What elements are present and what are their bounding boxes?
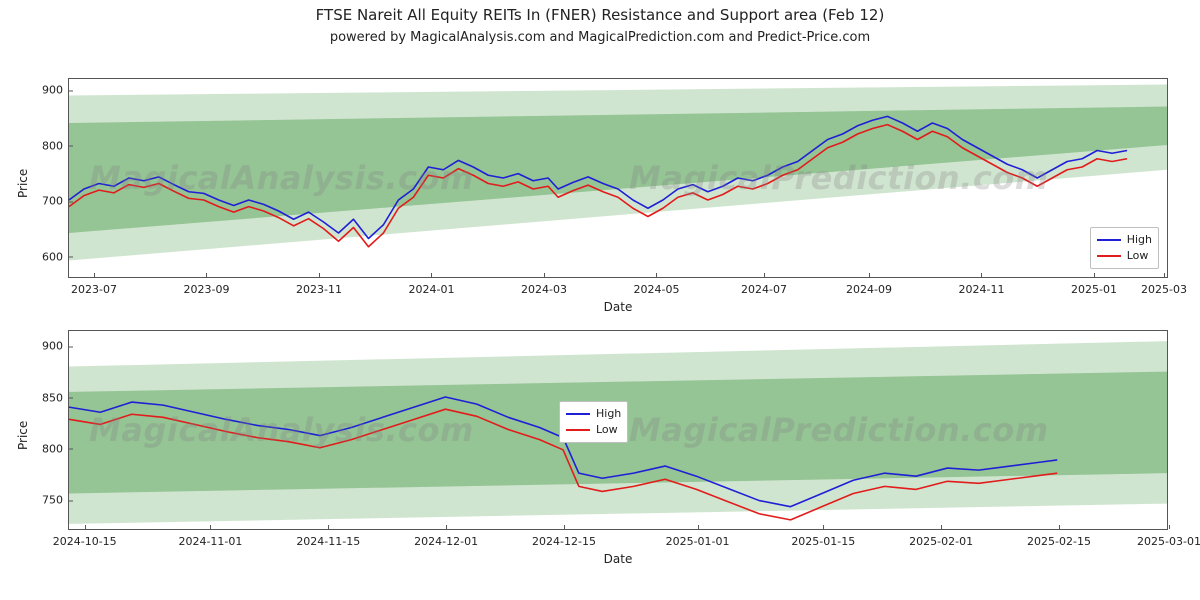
legend-item-low: Low bbox=[566, 422, 621, 438]
ytick-label: 800 bbox=[42, 139, 69, 152]
xtick-label: 2024-11-01 bbox=[178, 529, 242, 548]
legend-swatch-low bbox=[1097, 255, 1121, 257]
y-axis-label: Price bbox=[16, 436, 30, 450]
xtick-label: 2023-11 bbox=[296, 277, 342, 296]
xtick-label: 2024-12-15 bbox=[532, 529, 596, 548]
legend-swatch-low bbox=[566, 429, 590, 431]
legend-swatch-high bbox=[566, 413, 590, 415]
legend-label-low: Low bbox=[1127, 248, 1149, 264]
x-axis-label: Date bbox=[68, 300, 1168, 314]
legend-swatch-high bbox=[1097, 239, 1121, 241]
chart-subtitle: powered by MagicalAnalysis.com and Magic… bbox=[0, 30, 1200, 45]
xtick-label: 2025-01-01 bbox=[666, 529, 730, 548]
ytick-label: 900 bbox=[42, 340, 69, 353]
xtick-label: 2023-07 bbox=[71, 277, 117, 296]
legend-item-low: Low bbox=[1097, 248, 1152, 264]
xtick-label: 2025-03 bbox=[1141, 277, 1187, 296]
x-axis-label: Date bbox=[68, 552, 1168, 566]
xtick-label: 2024-11 bbox=[959, 277, 1005, 296]
xtick-label: 2024-05 bbox=[634, 277, 680, 296]
legend: HighLow bbox=[559, 401, 628, 443]
xtick-label: 2025-01 bbox=[1071, 277, 1117, 296]
xtick-label: 2024-03 bbox=[521, 277, 567, 296]
xtick-label: 2025-01-15 bbox=[791, 529, 855, 548]
xtick-label: 2024-09 bbox=[846, 277, 892, 296]
xtick-label: 2025-02-15 bbox=[1027, 529, 1091, 548]
xtick-label: 2023-09 bbox=[184, 277, 230, 296]
xtick-label: 2024-10-15 bbox=[53, 529, 117, 548]
ytick-label: 600 bbox=[42, 250, 69, 263]
ytick-label: 850 bbox=[42, 391, 69, 404]
xtick-label: 2025-03-01 bbox=[1137, 529, 1200, 548]
ytick-label: 750 bbox=[42, 494, 69, 507]
legend: HighLow bbox=[1090, 227, 1159, 269]
xtick-label: 2024-07 bbox=[741, 277, 787, 296]
ytick-label: 700 bbox=[42, 195, 69, 208]
titles-block: FTSE Nareit All Equity REITs In (FNER) R… bbox=[0, 0, 1200, 45]
top-chart-svg bbox=[69, 79, 1167, 277]
xtick-label: 2024-12-01 bbox=[414, 529, 478, 548]
xtick-label: 2024-11-15 bbox=[296, 529, 360, 548]
ytick-label: 800 bbox=[42, 442, 69, 455]
legend-item-high: High bbox=[1097, 232, 1152, 248]
legend-item-high: High bbox=[566, 406, 621, 422]
xtick-label: 2025-02-01 bbox=[909, 529, 973, 548]
y-axis-label: Price bbox=[16, 184, 30, 198]
legend-label-high: High bbox=[596, 406, 621, 422]
xtick-label: 2024-01 bbox=[409, 277, 455, 296]
legend-label-low: Low bbox=[596, 422, 618, 438]
top-chart: 6007008009002023-072023-092023-112024-01… bbox=[68, 78, 1168, 278]
ytick-label: 900 bbox=[42, 84, 69, 97]
chart-title: FTSE Nareit All Equity REITs In (FNER) R… bbox=[0, 6, 1200, 24]
bottom-chart: 7508008509002024-10-152024-11-012024-11-… bbox=[68, 330, 1168, 530]
page-root: FTSE Nareit All Equity REITs In (FNER) R… bbox=[0, 0, 1200, 600]
legend-label-high: High bbox=[1127, 232, 1152, 248]
